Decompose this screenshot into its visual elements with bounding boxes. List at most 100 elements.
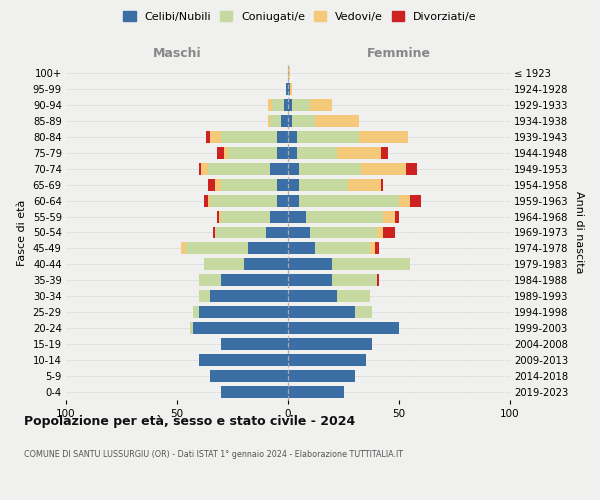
Bar [221, 386, 288, 398]
Bar [208, 178, 215, 190]
Bar [215, 226, 266, 238]
Bar [359, 131, 408, 143]
Bar [224, 147, 228, 158]
Bar [381, 147, 388, 158]
Bar [370, 242, 374, 254]
Bar [210, 131, 221, 143]
Bar [288, 306, 355, 318]
Bar [288, 354, 366, 366]
Bar [221, 274, 288, 286]
Bar [286, 83, 288, 95]
Bar [288, 131, 297, 143]
Bar [383, 226, 395, 238]
Bar [288, 115, 292, 127]
Bar [199, 290, 211, 302]
Bar [203, 194, 208, 206]
Bar [199, 306, 288, 318]
Bar [292, 99, 310, 111]
Bar [210, 194, 277, 206]
Bar [248, 242, 288, 254]
Bar [277, 131, 288, 143]
Bar [244, 258, 288, 270]
Bar [288, 67, 290, 79]
Bar [406, 162, 417, 174]
Bar [374, 242, 379, 254]
Bar [277, 178, 288, 190]
Bar [297, 131, 359, 143]
Bar [337, 290, 370, 302]
Bar [383, 210, 395, 222]
Bar [332, 258, 410, 270]
Bar [199, 354, 288, 366]
Bar [272, 99, 284, 111]
Bar [270, 210, 288, 222]
Legend: Celibi/Nubili, Coniugati/e, Vedovi/e, Divorziati/e: Celibi/Nubili, Coniugati/e, Vedovi/e, Di… [120, 8, 480, 25]
Bar [299, 178, 348, 190]
Bar [377, 226, 383, 238]
Bar [288, 370, 355, 382]
Bar [306, 210, 383, 222]
Bar [288, 258, 332, 270]
Bar [288, 147, 297, 158]
Bar [206, 131, 211, 143]
Bar [208, 162, 270, 174]
Bar [203, 258, 244, 270]
Bar [381, 178, 383, 190]
Bar [208, 194, 211, 206]
Bar [277, 194, 288, 206]
Bar [211, 370, 288, 382]
Bar [221, 131, 277, 143]
Y-axis label: Fasce di età: Fasce di età [17, 200, 27, 266]
Bar [395, 210, 399, 222]
Bar [199, 162, 202, 174]
Bar [288, 226, 310, 238]
Bar [337, 147, 381, 158]
Bar [288, 83, 290, 95]
Text: COMUNE DI SANTU LUSSURGIU (OR) - Dati ISTAT 1° gennaio 2024 - Elaborazione TUTTI: COMUNE DI SANTU LUSSURGIU (OR) - Dati IS… [24, 450, 403, 459]
Bar [281, 115, 288, 127]
Bar [284, 99, 288, 111]
Bar [212, 226, 215, 238]
Bar [181, 242, 186, 254]
Bar [217, 210, 219, 222]
Bar [215, 178, 221, 190]
Y-axis label: Anni di nascita: Anni di nascita [574, 191, 584, 274]
Bar [288, 210, 306, 222]
Bar [268, 99, 272, 111]
Bar [410, 194, 421, 206]
Bar [310, 99, 332, 111]
Bar [290, 83, 292, 95]
Bar [288, 194, 299, 206]
Text: Popolazione per età, sesso e stato civile - 2024: Popolazione per età, sesso e stato civil… [24, 415, 355, 428]
Bar [186, 242, 248, 254]
Bar [299, 162, 361, 174]
Bar [355, 306, 373, 318]
Bar [270, 162, 288, 174]
Bar [219, 210, 221, 222]
Bar [288, 322, 399, 334]
Bar [277, 147, 288, 158]
Bar [299, 194, 399, 206]
Bar [288, 162, 299, 174]
Bar [288, 386, 343, 398]
Bar [288, 290, 337, 302]
Text: Maschi: Maschi [152, 47, 202, 60]
Bar [399, 194, 410, 206]
Bar [211, 290, 288, 302]
Bar [228, 147, 277, 158]
Bar [288, 338, 373, 350]
Bar [268, 115, 270, 127]
Text: Femmine: Femmine [367, 47, 431, 60]
Bar [361, 162, 406, 174]
Bar [221, 338, 288, 350]
Bar [217, 147, 224, 158]
Bar [288, 274, 332, 286]
Bar [221, 178, 277, 190]
Bar [348, 178, 381, 190]
Bar [190, 322, 193, 334]
Bar [314, 115, 359, 127]
Bar [377, 274, 379, 286]
Bar [266, 226, 288, 238]
Bar [310, 226, 377, 238]
Bar [288, 178, 299, 190]
